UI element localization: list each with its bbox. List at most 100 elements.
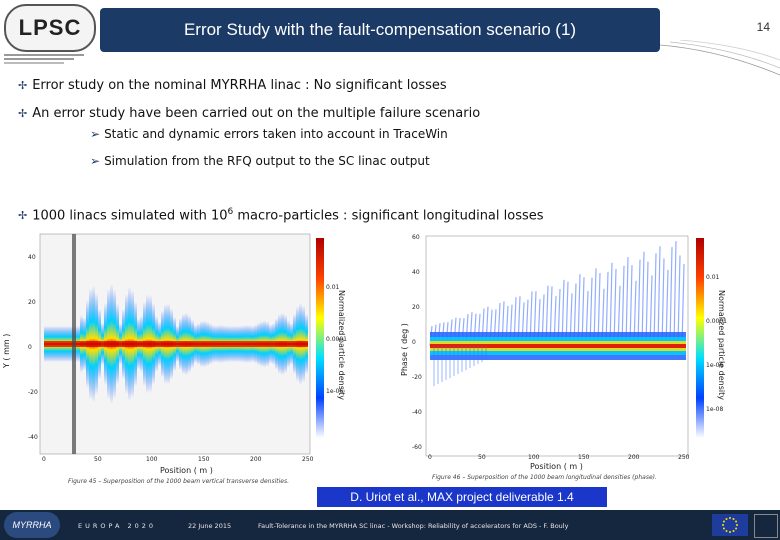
colorbar-tick-label: 1e-08 [706, 406, 724, 413]
arrow-icon: ➢ [90, 127, 101, 141]
bullet-text-suffix: macro-particles : significant longitudin… [233, 208, 544, 224]
colorbar-tick-label: 1e-06 [326, 388, 344, 395]
x-tick-label: 0 [428, 454, 432, 461]
y-tick-label: -20 [412, 374, 422, 381]
figure-longitudinal: Phase ( deg ) Position ( m ) Normalized … [398, 228, 738, 490]
exponent: 6 [227, 207, 234, 217]
bullet-text: Error study on the nominal MYRRHA linac … [32, 78, 447, 93]
figure-transverse: Y ( mm ) Position ( m ) Normalized parti… [0, 228, 360, 490]
footer-talk: Fault-Tolerance in the MYRRHA SC linac -… [258, 522, 569, 530]
colorbar [316, 238, 324, 438]
x-axis-label: Position ( m ) [160, 466, 213, 475]
halo-streak [677, 255, 681, 347]
footer: MYRRHA EUROPA 2020 22 June 2015 Fault-To… [0, 510, 780, 540]
eu-star [732, 530, 735, 533]
eu-star [729, 517, 731, 519]
halo-streak [625, 257, 629, 347]
halo-streak [653, 253, 657, 347]
x-tick-label: 200 [628, 454, 640, 461]
colorbar-tick-label: 0.01 [326, 284, 340, 291]
bullet-icon: ✢ [18, 107, 28, 120]
credit-banner: D. Uriot et al., MAX project deliverable… [317, 487, 607, 507]
eu-star [722, 524, 724, 526]
page-number: 14 [756, 20, 770, 34]
institution-logo [754, 514, 778, 538]
y-tick-label: 0 [412, 339, 416, 346]
y-tick-label: 0 [28, 344, 32, 351]
x-tick-label: 50 [94, 456, 102, 463]
bullet-nominal-study: ✢ Error study on the nominal MYRRHA linac… [18, 78, 447, 93]
rfq-marker [72, 234, 76, 454]
footer-date: 22 June 2015 [188, 522, 232, 530]
halo-streak [645, 261, 649, 347]
x-tick-label: 250 [302, 456, 314, 463]
eu-star [735, 527, 738, 530]
halo-streak [673, 241, 677, 347]
x-tick-label: 0 [42, 456, 46, 463]
bullet-linacs-simulated: ✢ 1000 linacs simulated with 106 macro-pa… [18, 207, 544, 223]
halo-streak [661, 258, 665, 347]
y-tick-label: -60 [412, 444, 422, 451]
bullet-failure-study: ✢ An error study have been carried out on… [18, 106, 480, 121]
y-tick-label: 40 [28, 254, 36, 261]
halo-streak [657, 246, 661, 347]
longitudinal-density-plot [425, 235, 704, 457]
sub-bullet-text: Simulation from the RFQ output to the SC… [104, 154, 430, 168]
sub-bullet-text: Static and dynamic errors taken into acc… [104, 127, 448, 141]
y-tick-label: -20 [28, 389, 38, 396]
figure-caption: Figure 46 – Superposition of the 1000 be… [432, 474, 657, 481]
figure-caption: Figure 45 – Superposition of the 1000 be… [68, 478, 290, 485]
x-tick-label: 200 [250, 456, 262, 463]
x-tick-label: 150 [198, 456, 210, 463]
myrrha-logo: MYRRHA [4, 512, 60, 538]
beam-core [44, 341, 308, 347]
arrow-icon: ➢ [90, 154, 101, 168]
phase-density [429, 241, 686, 386]
halo-streak [641, 251, 645, 347]
colorbar-tick-label: 0.01 [706, 274, 720, 281]
eu-star [725, 530, 728, 533]
eu-flag-icon [712, 514, 748, 536]
eu-star [722, 520, 725, 523]
colorbar-label: Normalized particle density [717, 290, 726, 400]
y-axis-label: Phase ( deg ) [400, 323, 409, 376]
colorbar-tick-label: 0.0001 [326, 336, 347, 343]
lpsc-logo: LPSC [4, 4, 96, 70]
colorbar-tick-label: 1e-06 [706, 362, 724, 369]
colorbar-tick-label: 0.0001 [706, 318, 727, 325]
slide-title: Error Study with the fault-compensation … [100, 8, 660, 52]
x-tick-label: 150 [578, 454, 590, 461]
y-tick-label: -40 [412, 409, 422, 416]
eu-star [725, 517, 728, 520]
eu-star [732, 517, 735, 520]
x-axis-label: Position ( m ) [530, 462, 583, 471]
bullet-text: An error study have been carried out on … [32, 106, 481, 121]
bullet-icon: ✢ [18, 79, 28, 92]
y-tick-label: 60 [412, 234, 420, 241]
colorbar [696, 238, 704, 438]
halo-streak [637, 259, 641, 347]
bullet-icon: ✢ [18, 209, 28, 223]
density-band [430, 344, 686, 348]
x-tick-label: 100 [528, 454, 540, 461]
halo-streak [669, 247, 673, 347]
logo-text: LPSC [18, 15, 82, 40]
decorative-lines [660, 40, 780, 76]
y-axis-label: Y ( mm ) [2, 333, 11, 368]
sub-bullet-errors: ➢ Static and dynamic errors taken into ac… [90, 127, 448, 141]
y-tick-label: 20 [28, 299, 36, 306]
beam-envelope [44, 284, 308, 404]
y-tick-label: 20 [412, 304, 420, 311]
y-tick-label: -40 [28, 434, 38, 441]
eu-star [729, 531, 731, 533]
conference-name: EUROPA 2020 [78, 522, 157, 530]
transverse-density-plot [39, 233, 324, 455]
y-tick-label: 40 [412, 269, 420, 276]
x-tick-label: 50 [478, 454, 486, 461]
x-tick-label: 100 [146, 456, 158, 463]
eu-star [735, 520, 738, 523]
eu-star [722, 527, 725, 530]
bullet-text: 1000 linacs simulated with 10 [32, 208, 228, 224]
sub-bullet-simulation: ➢ Simulation from the RFQ output to the S… [90, 154, 430, 168]
x-tick-label: 250 [678, 454, 690, 461]
